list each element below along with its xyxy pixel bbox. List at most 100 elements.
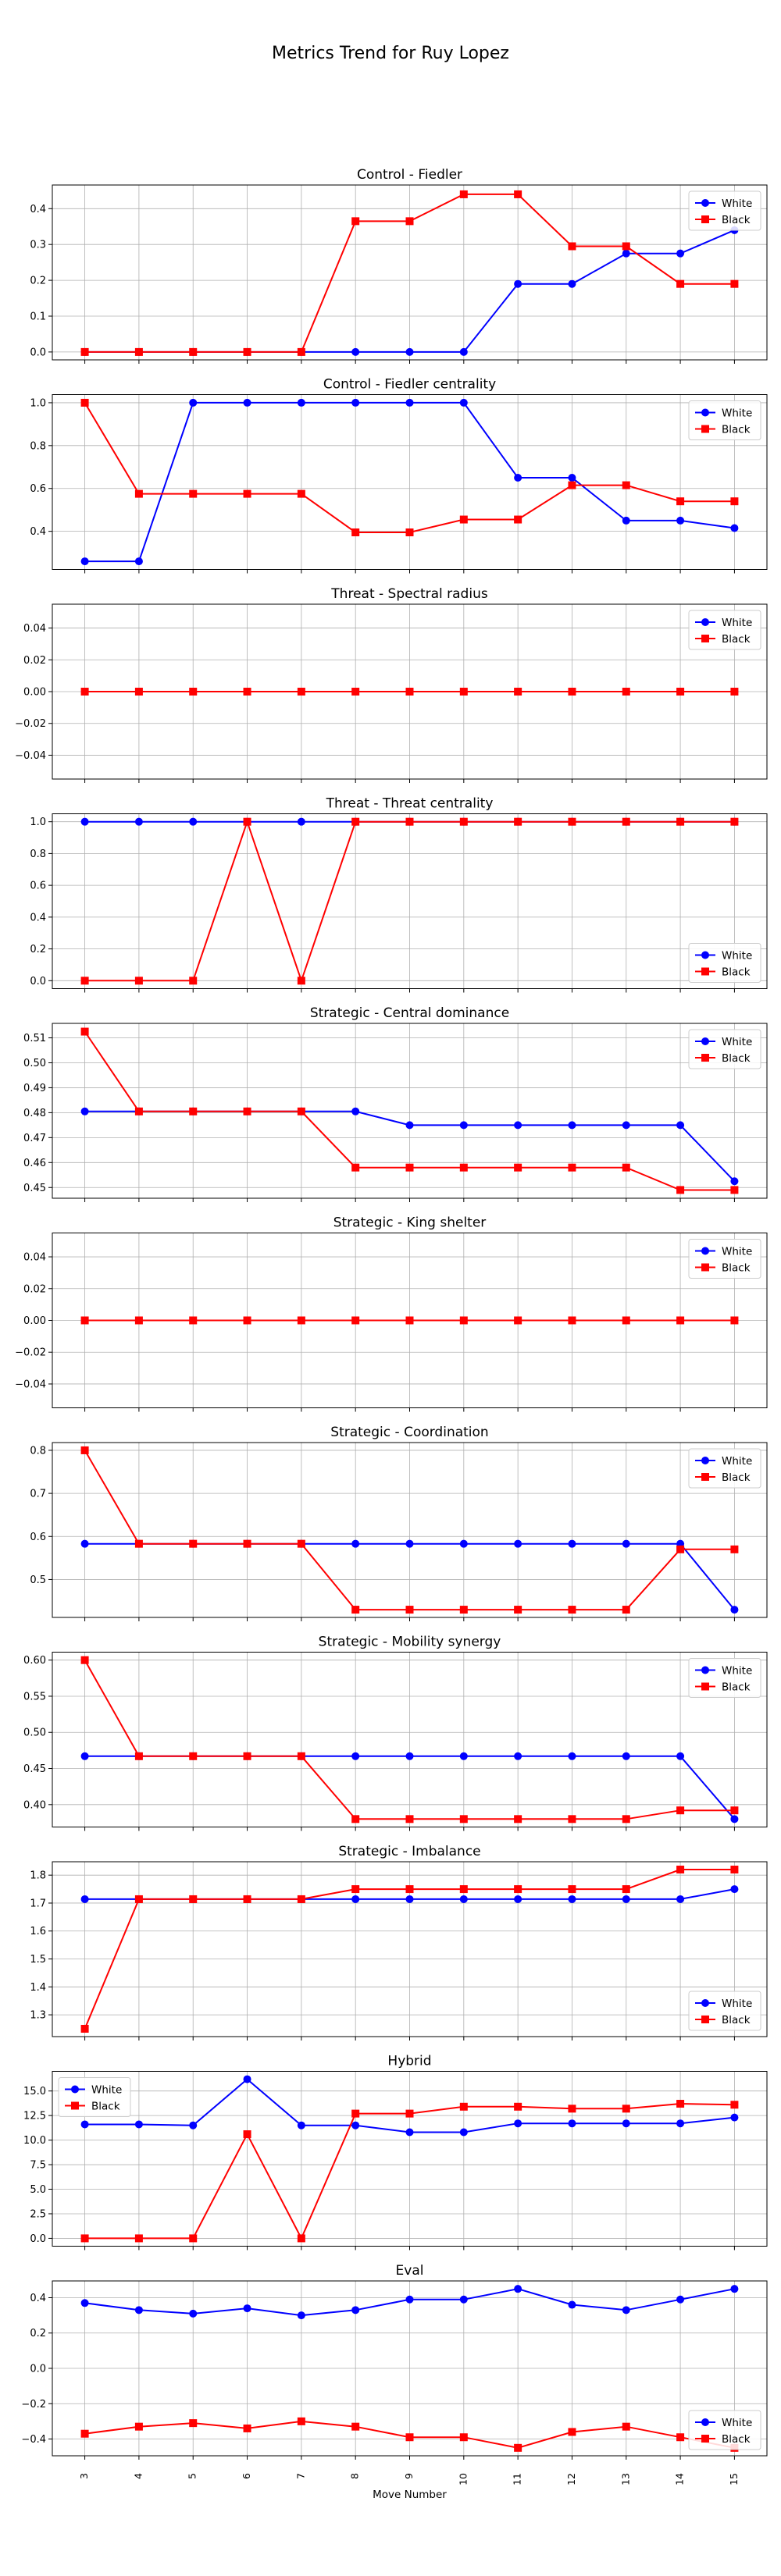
subplot-title: Control - Fiedler centrality	[323, 377, 496, 393]
y-tick-label: 0.4	[30, 526, 46, 538]
data-point-black	[622, 2422, 630, 2431]
figure-title: Metrics Trend for Ruy Lopez	[272, 44, 509, 63]
data-point-black	[514, 190, 522, 198]
data-point-black	[297, 1316, 305, 1325]
data-point-black	[189, 347, 198, 356]
y-tick-label: −0.2	[21, 2399, 46, 2411]
data-point-black	[514, 817, 522, 826]
data-point-black	[80, 398, 89, 407]
y-tick-label: 0.4	[30, 912, 46, 923]
y-tick-label: 12.5	[23, 2111, 46, 2122]
y-tick-label: 1.3	[30, 2010, 46, 2022]
data-point-black	[459, 1606, 468, 1614]
data-point-white	[514, 1539, 522, 1548]
legend: White Black	[688, 943, 761, 983]
data-point-white	[80, 1752, 89, 1760]
data-point-black	[622, 1815, 630, 1823]
axes-frame	[52, 1861, 768, 2037]
y-tick-label: 1.0	[30, 817, 46, 828]
y-tick-label: 7.5	[30, 2160, 46, 2172]
data-point-black	[243, 347, 251, 356]
data-point-white	[134, 2120, 143, 2129]
subplot-3: Threat - Spectral radius −0.04 −0.02 0.00 0.…	[15, 586, 768, 783]
data-point-white	[80, 1539, 89, 1548]
data-point-white	[80, 1895, 89, 1903]
y-tick-label: 0.0	[30, 347, 46, 358]
data-point-black	[351, 1885, 360, 1894]
data-point-white	[568, 279, 576, 288]
legend: White Black	[688, 610, 761, 650]
data-point-black	[676, 1316, 685, 1325]
y-tick-label: −0.02	[15, 718, 46, 730]
legend-label: White	[722, 1036, 752, 1048]
legend-marker	[701, 967, 709, 976]
legend-label: Black	[722, 2014, 751, 2026]
data-point-white	[514, 474, 522, 482]
legend-label: White	[722, 1665, 752, 1678]
data-point-black	[405, 688, 414, 696]
data-point-black	[80, 1656, 89, 1664]
data-point-white	[80, 817, 89, 826]
data-point-black	[405, 2433, 414, 2442]
subplot-title: Hybrid	[387, 2054, 431, 2069]
data-point-black	[80, 2234, 89, 2243]
data-point-black	[459, 515, 468, 524]
data-point-black	[676, 497, 685, 506]
y-tick-label: 1.6	[30, 1926, 46, 1937]
data-point-white	[80, 557, 89, 566]
data-point-white	[568, 1121, 576, 1130]
data-point-black	[405, 1815, 414, 1823]
legend: White Black	[688, 1239, 761, 1279]
legend-label: White	[722, 407, 752, 420]
legend-label: White	[722, 950, 752, 962]
legend-marker	[701, 1457, 709, 1464]
y-tick-label: 0.47	[23, 1133, 46, 1144]
data-point-white	[243, 398, 251, 407]
data-point-white	[134, 817, 143, 826]
data-point-black	[134, 1895, 143, 1903]
y-tick-label: 0.04	[23, 1252, 46, 1264]
data-point-black	[730, 2101, 739, 2109]
legend-marker	[71, 2085, 79, 2094]
data-point-black	[459, 817, 468, 826]
data-point-black	[351, 1815, 360, 1823]
subplot-2: Control - Fiedler centrality 0.4 0.6 0.8 1.0…	[30, 377, 768, 574]
legend: White Black	[688, 190, 761, 231]
legend: White Black	[688, 1658, 761, 1698]
data-point-black	[514, 515, 522, 524]
data-point-black	[459, 1885, 468, 1894]
y-tick-label: 0.4	[30, 2293, 46, 2304]
data-point-white	[514, 1895, 522, 1903]
data-point-white	[351, 1752, 360, 1760]
legend-label: Black	[722, 633, 751, 646]
data-point-black	[405, 817, 414, 826]
y-tick-label: 0.2	[30, 276, 46, 287]
axes-frame	[52, 1652, 768, 1827]
y-tick-label: 0.40	[23, 1799, 46, 1811]
data-point-white	[730, 1815, 739, 1823]
legend-label: Black	[722, 2433, 751, 2446]
data-point-black	[730, 688, 739, 696]
y-tick-label: 0.6	[30, 483, 46, 495]
subplot-title: Eval	[396, 2263, 424, 2279]
data-point-black	[243, 1752, 251, 1760]
data-point-black	[134, 2234, 143, 2243]
subplot-1: Control - Fiedler 0.0 0.1 0.2 0.3 0.4 White Bla…	[30, 167, 768, 364]
data-point-white	[568, 1895, 576, 1903]
data-point-black	[134, 347, 143, 356]
data-point-white	[405, 2295, 414, 2304]
data-point-white	[459, 398, 468, 407]
legend-label: Black	[722, 1681, 751, 1694]
data-point-black	[568, 481, 576, 489]
legend-label: White	[722, 197, 752, 210]
data-point-black	[676, 1186, 685, 1194]
data-point-black	[622, 817, 630, 826]
y-tick-label: 2.5	[30, 2208, 46, 2220]
y-tick-label: −0.02	[15, 1347, 46, 1359]
y-tick-label: 0.60	[23, 1655, 46, 1667]
legend-marker	[701, 1037, 709, 1045]
x-tick-label: 15	[728, 2473, 740, 2485]
data-point-white	[568, 2119, 576, 2128]
data-point-black	[676, 2433, 685, 2442]
subplot-title: Control - Fiedler	[357, 167, 462, 183]
